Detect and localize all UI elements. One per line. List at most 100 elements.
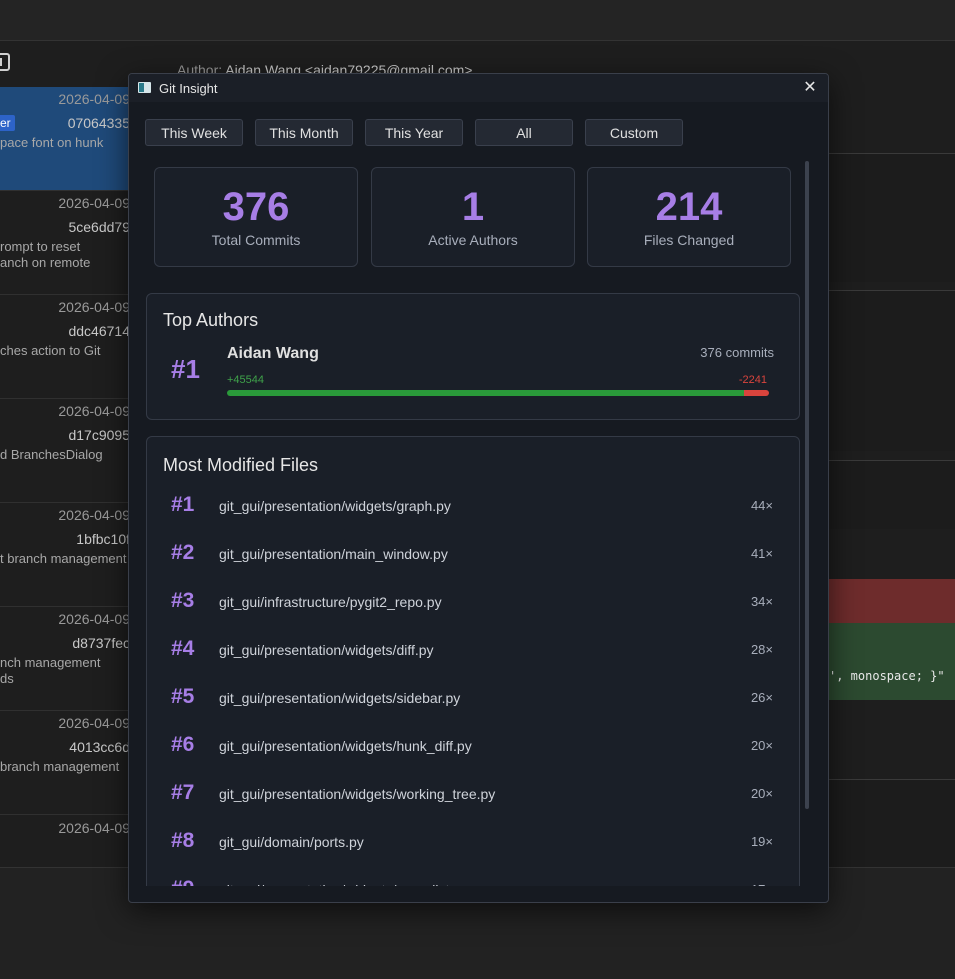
stat-value: 1 (461, 185, 485, 229)
file-path: git_gui/presentation/widgets/repo_list.p… (219, 882, 468, 886)
diff-code-text: ', monospace; }" (829, 669, 945, 683)
file-change-count: 17× (751, 882, 773, 886)
file-rank: #9 (171, 877, 194, 886)
additions-bar (227, 390, 744, 396)
commit-message: t branch management (0, 551, 127, 566)
file-row: #1 git_gui/presentation/widgets/graph.py 4… (147, 489, 799, 537)
file-path: git_gui/presentation/widgets/sidebar.py (219, 690, 461, 706)
diff-added-line (829, 623, 955, 700)
commit-message: d BranchesDialog (0, 447, 103, 462)
deletions-bar (743, 390, 769, 396)
author-rank: #1 (171, 354, 200, 384)
commit-row[interactable]: 2026-04-09 d8737fec nch management ds (0, 607, 130, 711)
insight-scroll-area[interactable]: 376 Total Commits 1 Active Authors 214 F… (145, 159, 801, 886)
commit-date: 2026-04-09 (58, 403, 130, 419)
branch-tag: er (0, 115, 15, 131)
file-path: git_gui/presentation/widgets/working_tre… (219, 786, 496, 802)
commit-hash: d8737fec (72, 635, 130, 651)
commit-date: 2026-04-09 (58, 715, 130, 731)
author-change-bar (227, 390, 769, 396)
stat-label: Files Changed (643, 232, 735, 248)
commit-hash: 4013cc6d (69, 739, 130, 755)
file-row: #2 git_gui/presentation/main_window.py 41× (147, 537, 799, 585)
commit-row[interactable]: 2026-04-09 5ce6dd79 rompt to reset anch on… (0, 191, 130, 295)
details-panel (829, 153, 955, 282)
author-deletions: -2241 (738, 374, 767, 386)
file-change-count: 34× (750, 594, 773, 609)
stat-card-files-changed: 214 Files Changed (587, 167, 791, 267)
app-icon (138, 82, 151, 93)
file-row: #4 git_gui/presentation/widgets/diff.py 28… (147, 633, 799, 681)
file-rank: #6 (171, 733, 195, 756)
section-title: Most Modified Files (163, 455, 319, 475)
commit-list[interactable]: 2026-04-09 07064335 pace font on hunk er 202… (0, 87, 130, 815)
file-path: git_gui/presentation/widgets/graph.py (219, 498, 451, 514)
file-path: git_gui/presentation/widgets/hunk_diff.p… (219, 738, 472, 754)
period-filters: This Week This Month This Year All Custo… (145, 119, 683, 146)
file-rank: #3 (171, 589, 195, 612)
filter-custom-button[interactable]: Custom (585, 119, 683, 146)
stat-card-total-commits: 376 Total Commits (154, 167, 358, 267)
commit-message: nch management ds (0, 655, 101, 686)
commit-hash: 07064335 (67, 115, 130, 131)
stat-label: Total Commits (211, 232, 301, 248)
file-rank: #2 (171, 541, 195, 564)
commit-row[interactable]: 2026-04-09 07064335 pace font on hunk er (0, 87, 130, 191)
file-rank: #5 (171, 685, 195, 708)
commit-date: 2026-04-09 (58, 507, 130, 523)
stat-card-active-authors: 1 Active Authors (371, 167, 575, 267)
file-path: git_gui/domain/ports.py (219, 834, 364, 850)
section-title: Top Authors (163, 310, 259, 330)
commit-date: 2026-04-09 (58, 299, 130, 315)
file-rank: #7 (171, 781, 195, 804)
commit-row[interactable]: 2026-04-09 1bfbc10f t branch management (0, 503, 130, 607)
file-path: git_gui/presentation/widgets/diff.py (219, 642, 434, 658)
file-row: #8 git_gui/domain/ports.py 19× (147, 825, 799, 873)
file-change-count: 44× (750, 498, 773, 513)
commit-message: branch management (0, 759, 120, 774)
toolbar-icon[interactable] (0, 53, 10, 71)
file-change-count: 28× (750, 642, 773, 657)
file-path: git_gui/infrastructure/pygit2_repo.py (219, 594, 442, 610)
filter-this-month-button[interactable]: This Month (255, 119, 353, 146)
file-row: #7 git_gui/presentation/widgets/working_t… (147, 777, 799, 825)
commit-message: ches action to Git (0, 343, 101, 358)
file-row: #5 git_gui/presentation/widgets/sidebar.p… (147, 681, 799, 729)
file-row: #6 git_gui/presentation/widgets/hunk_diff… (147, 729, 799, 777)
file-rank: #4 (171, 637, 195, 660)
commit-message: pace font on hunk (0, 135, 104, 150)
file-rank: #1 (171, 493, 195, 516)
app-toolbar (0, 0, 955, 41)
file-rank: #8 (171, 829, 195, 852)
close-icon[interactable]: ✕ (803, 79, 817, 96)
commit-date: 2026-04-09 (58, 195, 130, 211)
git-insight-dialog: Git Insight ✕ This Week This Month This … (128, 73, 829, 903)
filter-this-year-button[interactable]: This Year (365, 119, 463, 146)
file-change-count: 19× (750, 834, 773, 849)
top-authors-card: Top Authors #1 Aidan Wang 376 commits +4… (146, 293, 800, 420)
commit-row[interactable]: 2026-04-09 d17c9095 d BranchesDialog (0, 399, 130, 503)
dialog-titlebar: Git Insight ✕ (129, 74, 828, 102)
commit-hash: ddc46714 (68, 323, 130, 339)
scrollbar[interactable] (805, 161, 809, 809)
commit-date: 2026-04-09 (58, 820, 130, 836)
filter-all-button[interactable]: All (475, 119, 573, 146)
stat-value: 376 (222, 185, 290, 229)
details-panel (829, 460, 955, 529)
file-row: #3 git_gui/infrastructure/pygit2_repo.py 3… (147, 585, 799, 633)
file-change-count: 20× (750, 786, 773, 801)
commit-message: rompt to reset anch on remote (0, 239, 91, 270)
author-name: Aidan Wang (227, 345, 319, 362)
stat-value: 214 (655, 185, 723, 229)
file-change-count: 26× (750, 690, 773, 705)
commit-row[interactable]: 2026-04-09 4013cc6d branch management (0, 711, 130, 815)
commit-hash: d17c9095 (68, 427, 130, 443)
most-modified-files-card: Most Modified Files #1 git_gui/presentati… (146, 436, 800, 886)
diff-removed-line (829, 579, 955, 623)
author-commit-count: 376 commits (700, 345, 774, 360)
stat-label: Active Authors (428, 232, 518, 248)
filter-this-week-button[interactable]: This Week (145, 119, 243, 146)
file-change-count: 20× (750, 738, 773, 753)
file-row: #9 git_gui/presentation/widgets/repo_list… (147, 873, 799, 886)
commit-row[interactable]: 2026-04-09 ddc46714 ches action to Git (0, 295, 130, 399)
